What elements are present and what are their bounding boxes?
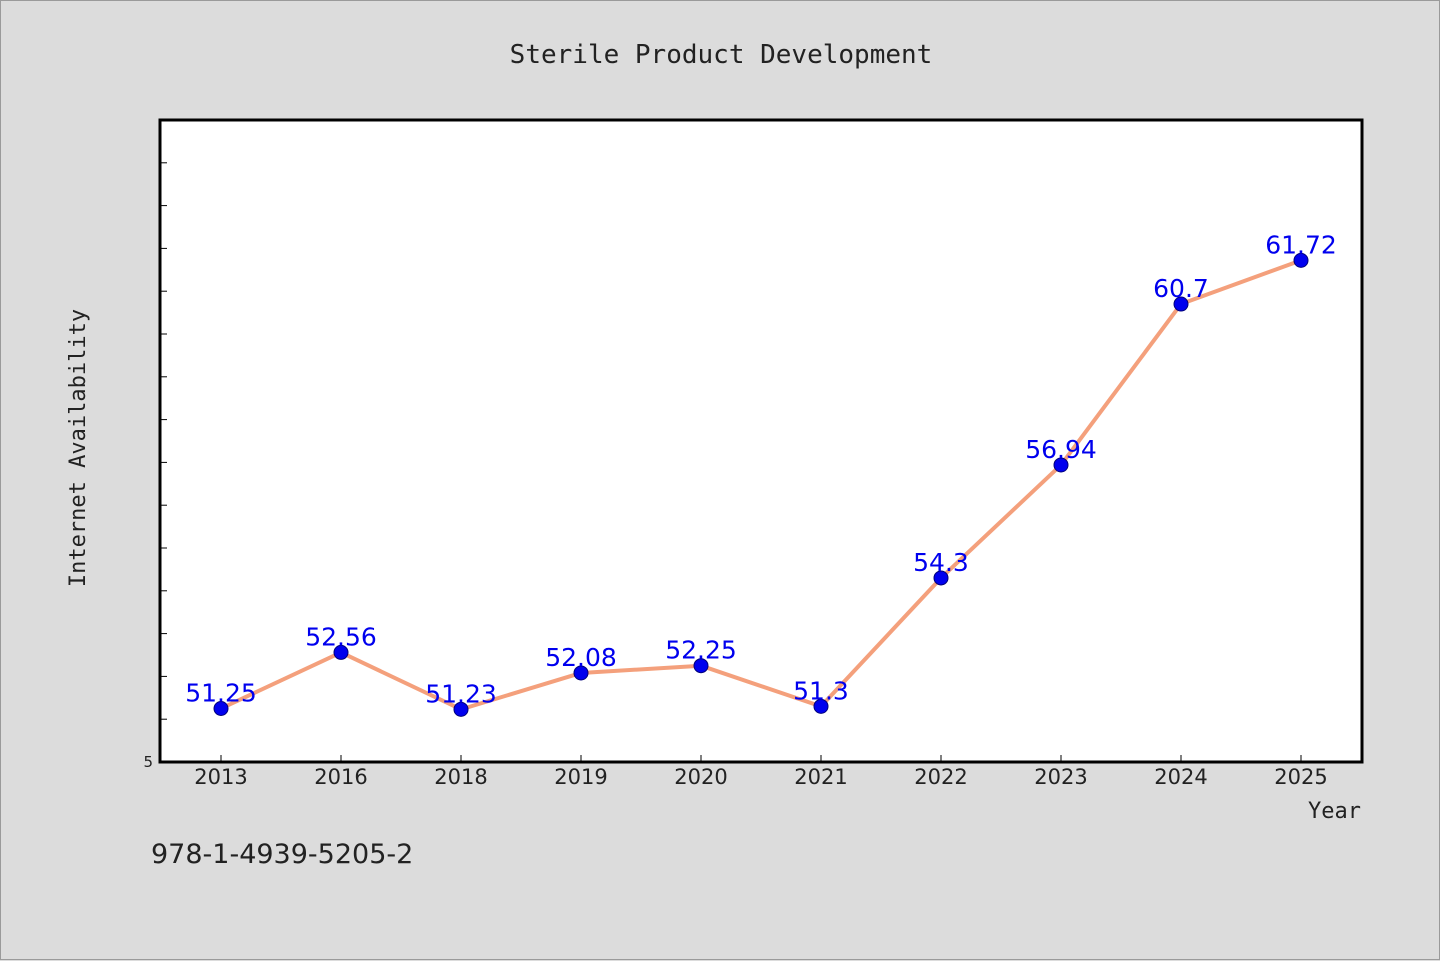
data-point (813, 698, 829, 714)
y-axis-ticks (160, 162, 167, 720)
x-tick-label: 2016 (314, 765, 367, 789)
data-label: 60.7 (1153, 274, 1209, 303)
data-label: 51.25 (185, 679, 257, 708)
y-axis-label: Internet Availability (66, 309, 91, 587)
x-tick-label: 2013 (194, 765, 247, 789)
data-label: 51.23 (425, 679, 497, 708)
x-tick-label: 2023 (1034, 765, 1087, 789)
x-axis-label: Year (1308, 799, 1361, 824)
y-tick-label: 5 (143, 753, 153, 771)
x-tick-label: 2021 (794, 765, 847, 789)
data-point (1053, 457, 1069, 473)
data-point (573, 665, 589, 681)
data-label: 52.56 (305, 622, 377, 651)
plot-area (158, 118, 1364, 764)
y-axis-tick-labels: 5 (143, 753, 153, 771)
x-axis-ticks (220, 755, 1302, 762)
x-axis-tick-labels: 2013 2016 2018 2019 2020 2021 2022 2023 2024 2025 (194, 765, 1327, 789)
x-tick-label: 2019 (554, 765, 607, 789)
data-point (1293, 252, 1309, 268)
x-tick-label: 2018 (434, 765, 487, 789)
data-label: 54.3 (913, 548, 969, 577)
data-point (453, 701, 469, 717)
data-label: 61.72 (1265, 230, 1337, 259)
x-tick-label: 2024 (1154, 765, 1207, 789)
data-label: 56.94 (1025, 435, 1097, 464)
x-tick-label: 2020 (674, 765, 727, 789)
data-point (693, 658, 709, 674)
series-markers (213, 252, 1309, 717)
data-point (333, 644, 349, 660)
data-label: 52.25 (665, 636, 737, 665)
data-label: 52.08 (545, 643, 617, 672)
chart-title: Sterile Product Development (510, 40, 933, 70)
data-point (1173, 296, 1189, 312)
footer-code: 978-1-4939-5205-2 (151, 839, 413, 870)
x-tick-label: 2025 (1274, 765, 1327, 789)
x-tick-label: 2022 (914, 765, 967, 789)
series-line (219, 258, 1303, 712)
data-label: 51.3 (793, 676, 849, 705)
data-point (213, 701, 229, 716)
data-labels: 51.25 52.56 51.23 52.08 52.25 51.3 54.3 56.94 60… (185, 230, 1337, 708)
data-point (933, 570, 949, 586)
